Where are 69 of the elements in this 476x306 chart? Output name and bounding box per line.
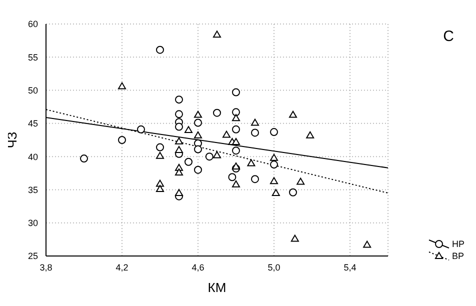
point — [289, 110, 297, 118]
y-tick-label: 30 — [28, 218, 38, 228]
point — [232, 180, 240, 188]
point — [232, 108, 240, 116]
point — [306, 131, 314, 138]
point — [251, 118, 259, 126]
point — [175, 96, 183, 104]
y-tick-label: 40 — [28, 152, 38, 162]
point — [222, 130, 230, 138]
point — [175, 110, 183, 118]
point — [175, 122, 183, 131]
point — [251, 175, 259, 184]
point — [156, 143, 164, 152]
x-tick-label: 3,8 — [40, 262, 52, 272]
x-tick-label: 5,4 — [344, 262, 356, 272]
point — [137, 125, 145, 134]
point — [194, 110, 202, 118]
point — [232, 162, 240, 170]
point — [118, 136, 126, 144]
point — [175, 146, 183, 153]
point — [232, 146, 240, 155]
point — [251, 128, 259, 137]
point — [175, 189, 183, 196]
point — [205, 152, 214, 161]
point — [232, 138, 240, 145]
x-tick-label: 4,6 — [192, 262, 204, 272]
y-tick-label: 25 — [28, 251, 38, 262]
point — [118, 82, 126, 90]
point — [213, 151, 221, 158]
point — [184, 126, 192, 134]
point — [80, 154, 88, 163]
point — [175, 137, 183, 144]
point — [175, 168, 183, 176]
point — [156, 185, 164, 192]
x-tick-label: 5,0 — [268, 262, 280, 272]
y-tick-label: 35 — [28, 184, 38, 195]
y-tick-label: 55 — [28, 52, 38, 62]
point — [213, 108, 221, 117]
point — [363, 240, 372, 248]
legend-label: НР — [452, 239, 465, 249]
point — [270, 154, 278, 161]
point — [290, 234, 299, 242]
x-tick-label: 4,2 — [116, 262, 128, 272]
point — [194, 118, 202, 127]
point — [289, 188, 297, 196]
point — [156, 180, 164, 187]
y-tick-label: 60 — [28, 19, 38, 30]
legend-label: ВР — [452, 251, 464, 261]
text: C — [443, 28, 454, 45]
point — [270, 160, 278, 169]
y-tick-label: 50 — [28, 85, 38, 96]
point — [270, 177, 278, 184]
point — [232, 125, 240, 134]
point — [213, 30, 221, 38]
point — [296, 178, 305, 185]
point — [156, 46, 164, 54]
point — [194, 166, 202, 174]
point — [270, 128, 278, 136]
point — [184, 158, 192, 166]
x-axis-title: КМ — [208, 280, 226, 295]
point — [247, 159, 256, 166]
y-tick-label: 45 — [28, 118, 38, 129]
point — [232, 88, 240, 96]
point — [194, 145, 202, 154]
point — [156, 152, 164, 159]
point — [228, 173, 236, 182]
point — [272, 189, 280, 196]
point — [232, 114, 240, 122]
point — [194, 131, 202, 138]
